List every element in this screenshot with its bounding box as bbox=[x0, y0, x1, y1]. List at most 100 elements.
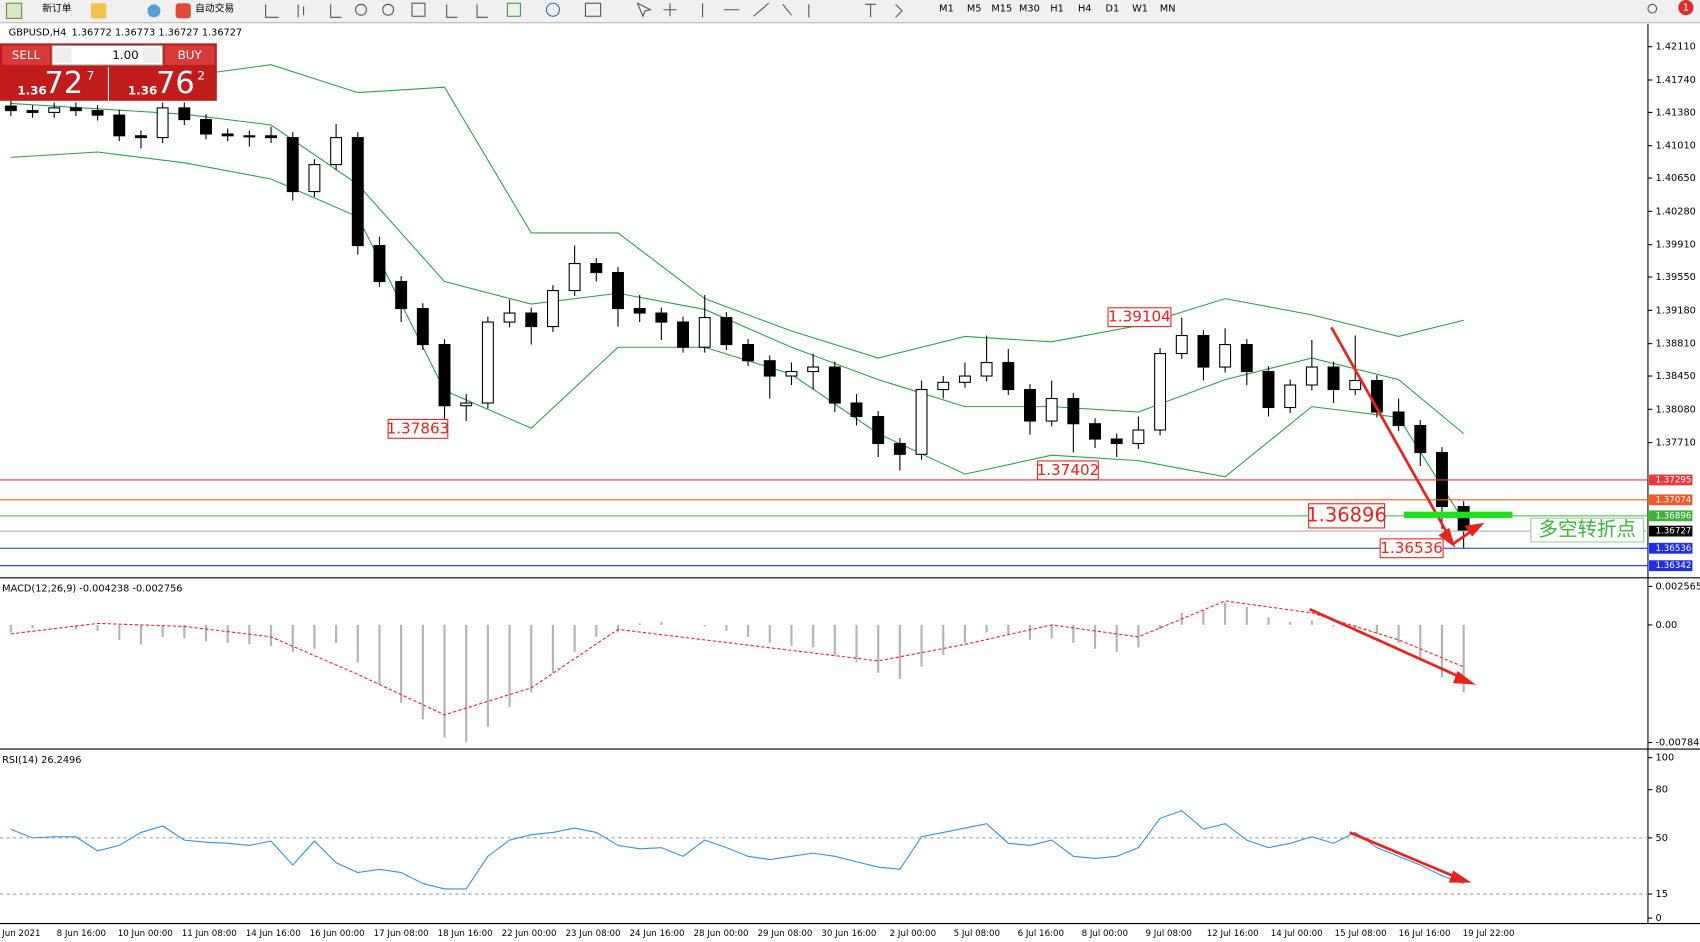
toolbar-tools bbox=[265, 2, 1658, 18]
timeframe[interactable]: MN bbox=[1160, 4, 1176, 15]
candle-body bbox=[265, 135, 278, 139]
note-box bbox=[1530, 517, 1645, 543]
indicator-icon[interactable] bbox=[506, 2, 521, 17]
y-tick-label: 1.40280 bbox=[1656, 206, 1696, 217]
candle-body bbox=[633, 308, 646, 314]
toolbar-icon[interactable] bbox=[91, 3, 107, 19]
time-label: 16 Jul 16:00 bbox=[1399, 929, 1451, 939]
candle-body bbox=[785, 370, 798, 377]
time-label: 5 Jul 08:00 bbox=[954, 929, 1000, 939]
chart-area bbox=[0, 23, 1648, 924]
y-tick-label: 50 bbox=[1656, 833, 1668, 844]
lot-value[interactable]: 1.00 bbox=[112, 48, 139, 62]
time-label: 18 Jun 16:00 bbox=[438, 929, 493, 939]
candle-body bbox=[1327, 366, 1340, 391]
candle-body bbox=[373, 245, 386, 283]
candle-body bbox=[655, 312, 668, 323]
new-order[interactable]: 新订单 bbox=[42, 2, 72, 15]
rsi-title: RSI(14) 26.2496 bbox=[2, 755, 81, 766]
timeframe[interactable]: M1 bbox=[939, 4, 954, 15]
period-icon[interactable] bbox=[545, 2, 560, 17]
y-tick-label: 1.38450 bbox=[1656, 371, 1696, 382]
candle-body bbox=[503, 312, 516, 323]
bid-label: 1.36727 bbox=[1656, 527, 1692, 537]
candle-body bbox=[481, 321, 494, 404]
price-annotation-box bbox=[1379, 538, 1444, 559]
auto-trading[interactable]: 自动交易 bbox=[195, 2, 234, 15]
buy-label[interactable]: BUY bbox=[178, 48, 203, 62]
y-tick-label: 1.39910 bbox=[1656, 240, 1696, 251]
candle-body bbox=[850, 402, 863, 418]
timeframe[interactable]: M30 bbox=[1019, 4, 1040, 15]
search-icon[interactable] bbox=[1647, 3, 1658, 14]
candle-body bbox=[156, 107, 169, 139]
candle-body bbox=[178, 107, 191, 121]
timeframe[interactable]: D1 bbox=[1106, 4, 1120, 15]
zoom-in[interactable] bbox=[355, 3, 367, 16]
price-annotation-box bbox=[1037, 460, 1099, 481]
level-tag bbox=[1649, 560, 1693, 572]
new-order-icon[interactable] bbox=[5, 2, 23, 19]
scroll-icons[interactable] bbox=[446, 4, 488, 18]
candle-body bbox=[1132, 429, 1145, 445]
time-label: 9 Jul 08:00 bbox=[1146, 929, 1192, 939]
auto-trading-icon[interactable] bbox=[175, 3, 191, 19]
candle-body bbox=[525, 312, 538, 328]
chart-type-icons[interactable] bbox=[265, 4, 342, 18]
candle-body bbox=[286, 137, 299, 193]
timeframe[interactable]: H1 bbox=[1050, 4, 1064, 15]
lot-up[interactable] bbox=[143, 47, 161, 63]
candle-body bbox=[1110, 438, 1123, 445]
candle-body bbox=[330, 137, 343, 166]
candle-body bbox=[26, 110, 39, 113]
notification-count: 1 bbox=[1683, 3, 1689, 14]
candle-body bbox=[720, 317, 733, 346]
y-tick-label: 0 bbox=[1656, 913, 1662, 924]
timeframe[interactable]: M15 bbox=[991, 4, 1012, 15]
arrow-head bbox=[1438, 527, 1456, 548]
candle-body bbox=[200, 119, 212, 135]
price-annotation-box bbox=[1308, 503, 1386, 529]
y-tick-label: 1.41010 bbox=[1656, 141, 1696, 152]
sell-label[interactable]: SELL bbox=[12, 48, 41, 62]
candle-body bbox=[1089, 423, 1101, 440]
timeframe[interactable]: M5 bbox=[967, 4, 982, 15]
price-annotation: 1.37402 bbox=[1037, 461, 1100, 479]
buy-button[interactable] bbox=[164, 45, 215, 66]
candle-body bbox=[1154, 352, 1167, 431]
y-tick-label: 1.41740 bbox=[1656, 75, 1696, 86]
candle-body bbox=[113, 114, 126, 137]
bollinger-middle bbox=[10, 102, 1464, 435]
y-tick-label: 1.40650 bbox=[1656, 173, 1696, 184]
timeframe[interactable]: W1 bbox=[1132, 4, 1148, 15]
timeframe[interactable]: H4 bbox=[1078, 4, 1092, 15]
candle-body bbox=[872, 415, 885, 445]
level-label: 1.36342 bbox=[1656, 561, 1692, 571]
candle-body bbox=[1175, 335, 1188, 355]
tile-icon[interactable] bbox=[411, 2, 426, 17]
candle-body bbox=[958, 375, 971, 383]
lot-down[interactable] bbox=[54, 47, 72, 63]
candle-body bbox=[1284, 384, 1297, 409]
time-label: 2 Jul 00:00 bbox=[890, 929, 936, 939]
time-label: 8 Jun 16:00 bbox=[57, 929, 106, 939]
toolbar-icon[interactable] bbox=[147, 4, 161, 18]
zoom-out[interactable] bbox=[382, 3, 395, 16]
y-tick-label: 1.41380 bbox=[1656, 107, 1696, 118]
notification-badge[interactable] bbox=[1678, 0, 1694, 16]
time-label: 6 Jul 16:00 bbox=[1018, 929, 1064, 939]
candle-body bbox=[395, 281, 408, 310]
time-label: 23 Jun 08:00 bbox=[566, 929, 621, 939]
arrow-head bbox=[1464, 522, 1485, 537]
candle-body bbox=[308, 164, 321, 193]
template-icon[interactable] bbox=[584, 2, 602, 17]
sell-button[interactable] bbox=[2, 45, 50, 66]
candle-body bbox=[1024, 388, 1036, 422]
lot-field[interactable] bbox=[51, 44, 164, 66]
candle-body bbox=[438, 344, 451, 407]
arrow-head bbox=[1453, 670, 1476, 685]
drawing-tools[interactable] bbox=[636, 2, 903, 18]
price-annotation: 1.39104 bbox=[1108, 308, 1171, 326]
ohlc: 1.36772 1.36773 1.36727 1.36727 bbox=[72, 28, 243, 39]
